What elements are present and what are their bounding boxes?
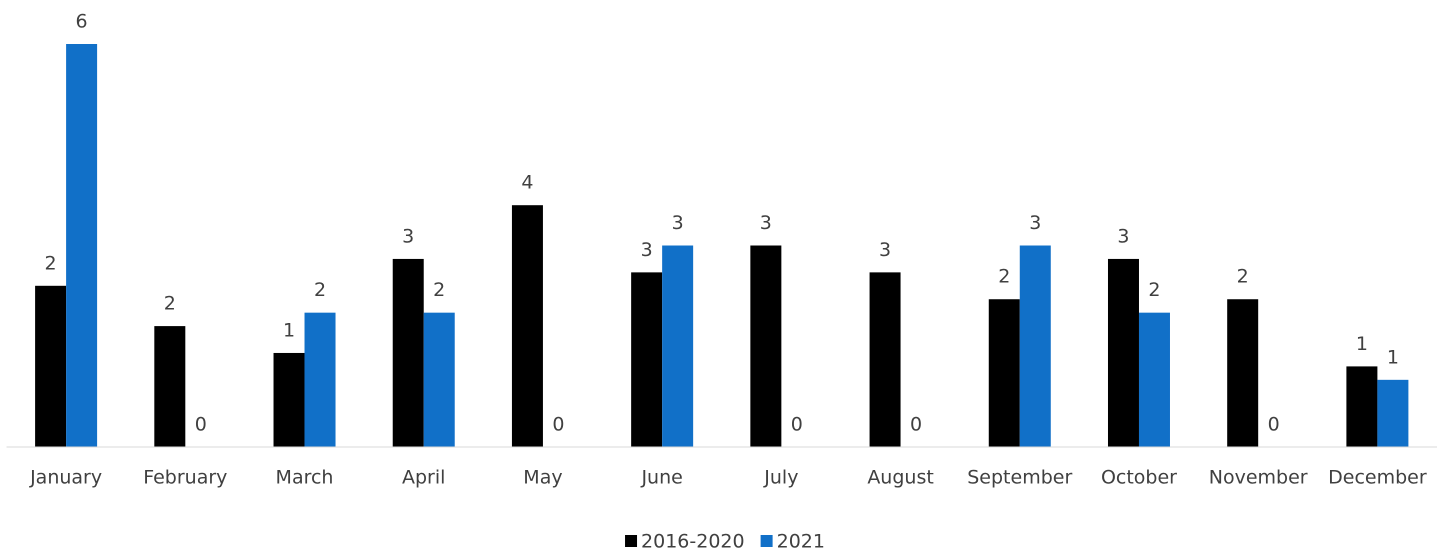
x-tick-label: December [1328, 467, 1427, 489]
data-label: 0 [1268, 414, 1280, 436]
x-tick-label: August [867, 467, 934, 489]
bar [869, 272, 901, 447]
x-tick-label: November [1209, 467, 1308, 489]
data-label: 0 [910, 414, 922, 436]
legend-label: 2021 [777, 531, 825, 552]
bar [1019, 245, 1051, 447]
bar [750, 245, 782, 447]
bar [511, 205, 543, 447]
data-label: 2 [45, 252, 57, 274]
data-label: 3 [879, 239, 891, 261]
bar [1377, 379, 1409, 447]
bar [1138, 312, 1170, 447]
data-label: 3 [760, 212, 772, 234]
data-label: 2 [1237, 266, 1249, 288]
data-label: 4 [521, 172, 533, 194]
x-tick-label: February [143, 467, 227, 489]
bar [631, 272, 663, 447]
x-tick-label: July [763, 467, 798, 489]
data-label: 2 [314, 279, 326, 301]
data-label: 0 [791, 414, 803, 436]
data-label: 2 [998, 266, 1010, 288]
bar [304, 312, 336, 447]
data-label: 3 [1029, 212, 1041, 234]
data-label: 1 [1356, 333, 1368, 355]
legend-swatch [760, 535, 773, 547]
data-label: 3 [641, 239, 653, 261]
legend-swatch [625, 535, 638, 547]
data-label: 1 [283, 319, 295, 341]
bar [423, 312, 455, 447]
x-tick-label: January [29, 467, 102, 489]
bar [1227, 299, 1259, 447]
data-label: 2 [164, 293, 176, 315]
bar [66, 44, 98, 447]
bar [988, 299, 1020, 447]
bar [1346, 366, 1378, 447]
data-label: 0 [195, 414, 207, 436]
x-tick-label: September [967, 467, 1072, 489]
data-label: 1 [1387, 346, 1399, 368]
x-tick-label: June [640, 467, 682, 489]
data-label: 3 [672, 212, 684, 234]
x-tick-label: May [523, 467, 562, 489]
data-label: 3 [402, 225, 414, 247]
data-label: 6 [76, 11, 88, 33]
x-tick-label: March [276, 467, 334, 489]
bar [1107, 258, 1139, 447]
data-label: 2 [1148, 279, 1160, 301]
bar [273, 352, 305, 447]
bar [662, 245, 694, 447]
bar [154, 326, 186, 447]
bar [35, 285, 67, 447]
data-label: 2 [433, 279, 445, 301]
x-tick-label: April [402, 467, 445, 489]
bar [392, 258, 424, 447]
legend-label: 2016-2020 [641, 531, 745, 552]
data-label: 0 [552, 414, 564, 436]
x-tick-label: October [1101, 467, 1177, 489]
data-label: 3 [1117, 225, 1129, 247]
